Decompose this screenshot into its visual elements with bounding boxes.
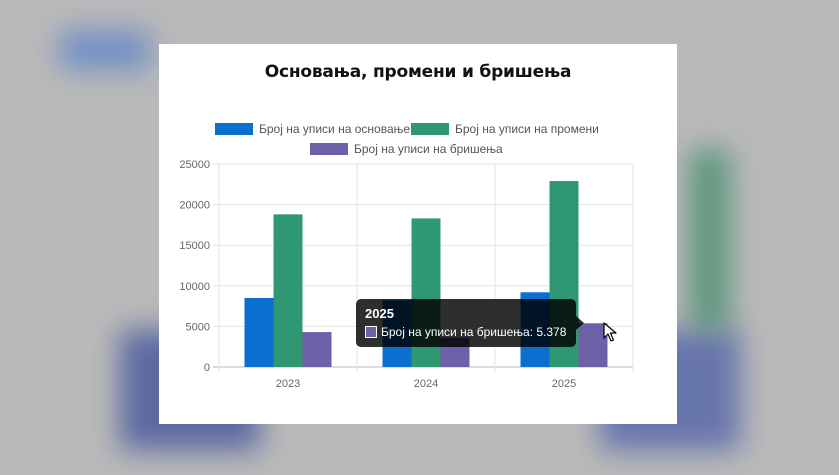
mouse-pointer-icon [603, 322, 617, 342]
y-tick-label: 15000 [179, 240, 210, 252]
background-blur-right [690, 150, 730, 330]
x-tick-label: 2024 [414, 378, 438, 390]
y-tick-label: 0 [204, 362, 210, 374]
bar[interactable] [244, 297, 274, 367]
chart-tooltip: 2025 Број на уписи на бришења: 5.378 [356, 299, 584, 347]
bar[interactable] [578, 323, 608, 367]
y-tick-label: 25000 [179, 159, 210, 171]
bar[interactable] [302, 332, 332, 367]
x-tick-label: 2025 [552, 378, 576, 390]
legend-item-founding[interactable]: Број на уписи на основање [215, 122, 410, 136]
y-tick-label: 20000 [179, 200, 210, 212]
legend-swatch-changes [411, 123, 449, 135]
legend-swatch-founding [215, 123, 253, 135]
legend-swatch-deletions [310, 143, 348, 155]
chart-title: Оснoвања, промени и бришења [264, 62, 572, 82]
legend-item-deletions[interactable]: Број на уписи на бришења [310, 142, 503, 156]
bar[interactable] [273, 214, 303, 367]
y-tick-label: 5000 [186, 321, 210, 333]
y-tick-label: 10000 [179, 281, 210, 293]
tooltip-swatch [365, 326, 377, 338]
chart-card: Оснoвања, промени и бришења Број на упис… [159, 44, 677, 424]
tooltip-title: 2025 [365, 306, 394, 321]
legend-item-changes[interactable]: Број на уписи на промени [411, 122, 599, 136]
bar-chart: 0 5000 10000 15000 20000 25000 2023 2024 2025 [179, 159, 634, 390]
background-blur-left [60, 30, 150, 70]
tooltip-text: Број на уписи на бришења: 5.378 [381, 325, 567, 339]
x-tick-label: 2023 [276, 378, 300, 390]
legend-label-founding: Број на уписи на основање [259, 122, 411, 136]
legend-label-deletions: Број на уписи на бришења [354, 142, 503, 156]
tooltip-body: Број на уписи на бришења: 5.378 [365, 325, 566, 339]
legend-label-changes: Број на уписи на промени [455, 122, 599, 136]
